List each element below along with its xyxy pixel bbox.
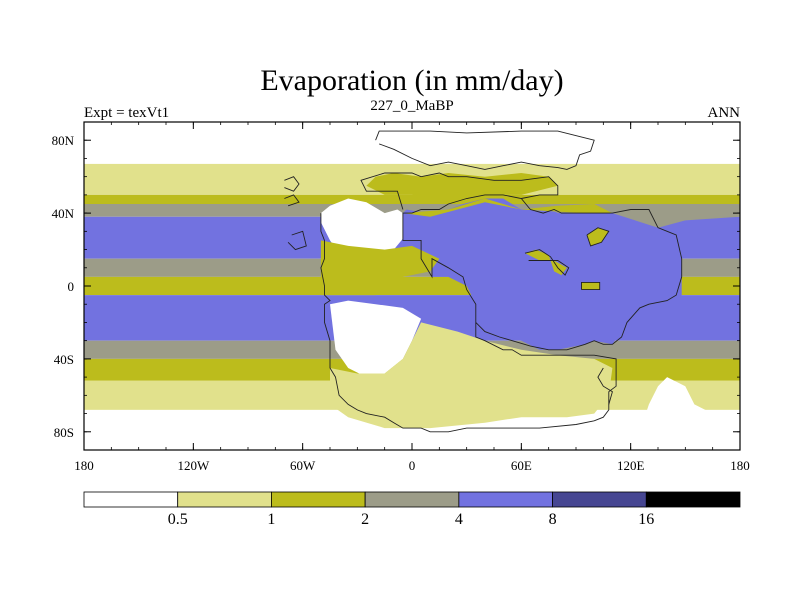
contour-region-south-continent-white <box>330 300 422 378</box>
y-tick-label: 80N <box>52 133 75 148</box>
colorbar-label: 8 <box>549 511 557 528</box>
period-label: 227_0_MaBP <box>370 98 453 114</box>
chart-title: Evaporation (in mm/day) <box>260 64 563 97</box>
contour-region-south-continent-ring-yellow <box>330 322 613 429</box>
colorbar-label: 2 <box>361 511 369 528</box>
colorbar-label: 4 <box>455 511 463 528</box>
colorbar-box-3 <box>364 491 460 508</box>
contour-region-north-polar-white-tip <box>375 122 595 155</box>
contour-region-inland-green-basin-3 <box>586 227 609 246</box>
contour-region-north-continent-sahara-white <box>320 198 403 259</box>
x-tick-label: 180 <box>730 458 750 473</box>
colorbar-box-1 <box>177 491 272 508</box>
coastline-layer <box>284 130 683 433</box>
colorbar: 0.5 1 2 4 8 16 <box>83 491 741 528</box>
season-label: ANN <box>708 105 741 121</box>
coastline-2 <box>375 130 595 170</box>
x-tick-label: 0 <box>409 458 416 473</box>
contour-region-southeast-white-patch <box>639 377 740 450</box>
y-tick-label: 0 <box>68 279 75 294</box>
contour-region-inland-green-basin-1 <box>525 249 567 276</box>
y-tick-label: 40S <box>54 352 74 367</box>
colorbar-box-4 <box>458 491 553 508</box>
coastline-0 <box>320 194 683 433</box>
contour-region-north-continent-west-yellow <box>320 240 440 296</box>
coastline-8 <box>586 227 610 247</box>
x-tick-label: 120W <box>177 458 210 473</box>
coastline-7 <box>581 281 601 291</box>
coastline-4 <box>284 194 300 207</box>
axis-ticks: 180 120W 60W 0 60E 120E 180 80N 40N 0 40S 80S <box>52 121 750 473</box>
x-tick-label: 180 <box>74 458 94 473</box>
colorbar-box-0 <box>83 491 179 508</box>
colorbar-box-5 <box>552 491 647 508</box>
contour-region-north-polar-green-patch <box>366 173 558 199</box>
y-tick-label: 80S <box>54 425 74 440</box>
contour-region-north-continent-ne-yellow <box>402 198 613 217</box>
y-tick-label: 40N <box>52 206 75 221</box>
contour-band-3 <box>84 194 740 204</box>
contour-region-north-continent-land <box>402 198 682 350</box>
coastline-3 <box>284 176 300 192</box>
colorbar-box-2 <box>271 491 366 508</box>
coastline-6 <box>524 249 570 276</box>
contour-band-1 <box>84 143 740 164</box>
colorbar-label: 0.5 <box>168 511 188 528</box>
coastline-1 <box>360 172 559 210</box>
x-tick-label: 120E <box>617 458 645 473</box>
colorbar-label: 1 <box>267 511 275 528</box>
coastline-5 <box>287 230 307 251</box>
x-tick-label: 60W <box>290 458 316 473</box>
coastline-9 <box>597 367 613 405</box>
experiment-label: Expt = texVt1 <box>84 105 169 121</box>
colorbar-label: 16 <box>638 511 654 528</box>
contour-fill-layer <box>84 122 740 450</box>
contour-region-inland-green-basin-2 <box>581 282 600 290</box>
colorbar-box-6 <box>645 491 741 508</box>
x-tick-label: 60E <box>511 458 532 473</box>
